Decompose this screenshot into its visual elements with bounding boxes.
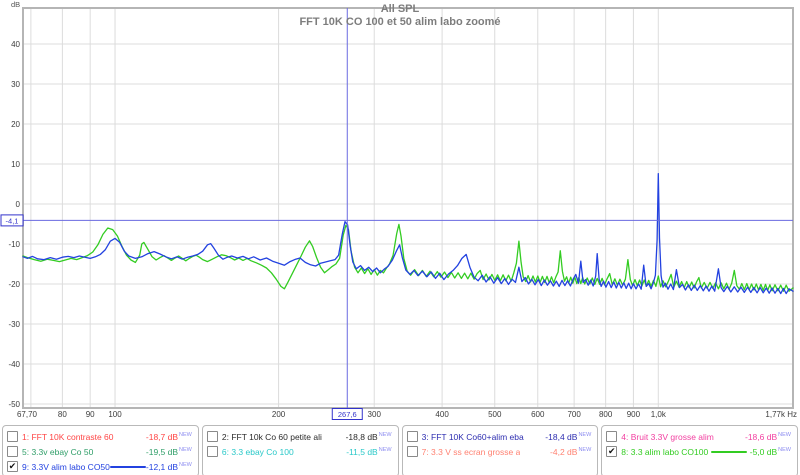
- trace-checkbox[interactable]: [406, 431, 418, 442]
- trace-label: 3: FFT 10K Co60+alim eba: [421, 431, 524, 442]
- y-tick-label: -30: [8, 320, 20, 329]
- legend-spacer: [109, 465, 146, 468]
- trace-cursor-value: -4,2 dBNEW: [550, 446, 592, 457]
- trace-cursor-value: -12,1 dBNEW: [145, 461, 192, 472]
- x-tick-label: 400: [435, 410, 449, 419]
- legend-row[interactable]: 6: 3.3 ebay Co 100 -11,5 dBNEW: [206, 444, 392, 459]
- x-tick-label: 1,0k: [651, 410, 667, 419]
- trace-label: 2: FFT 10k Co 60 petite ali: [221, 431, 322, 442]
- x-tick-label: 200: [272, 410, 286, 419]
- plot-border: [22, 7, 794, 409]
- legend-row[interactable]: ✔ 8: 3.3 alim labo CO100 -5,0 dBNEW: [606, 444, 791, 459]
- x-tick-label: 500: [488, 410, 502, 419]
- legend-row[interactable]: 5: 3.3v ebay Co 50 -19,5 dBNEW: [7, 444, 192, 459]
- trace-label: 1: FFT 10K contraste 60: [22, 431, 114, 442]
- trace-cursor-value: -11,5 dBNEW: [346, 446, 392, 457]
- cursor-freq-box: [331, 408, 363, 420]
- trace-checkbox-checked[interactable]: ✔: [606, 446, 618, 457]
- trace-label: 4: Bruit 3.3V grosse alim: [621, 431, 714, 442]
- x-tick-label: 900: [627, 410, 641, 419]
- legend-panel: 1: FFT 10K contraste 60 -18,7 dBNEW 5: 3.3…: [2, 425, 199, 475]
- trace-checkbox[interactable]: [206, 431, 218, 442]
- legend: 1: FFT 10K contraste 60 -18,7 dBNEW 5: 3.3…: [2, 425, 798, 475]
- trace-checkbox-checked[interactable]: ✔: [7, 461, 18, 472]
- legend-row[interactable]: 1: FFT 10K contraste 60 -18,7 dBNEW: [7, 429, 192, 444]
- cursor-db-box: [0, 214, 24, 227]
- x-tick-label: 100: [108, 410, 122, 419]
- legend-row[interactable]: 7: 3.3 V ss ecran grosse a -4,2 dBNEW: [406, 444, 592, 459]
- trace-checkbox[interactable]: [606, 431, 618, 442]
- cursor-db-value: -4,1: [6, 216, 19, 225]
- y-tick-label: -20: [8, 280, 20, 289]
- y-tick-label: 10: [11, 160, 20, 169]
- trace-cursor-value: -18,7 dBNEW: [145, 431, 192, 442]
- legend-row[interactable]: ✔ 9: 3.3V alim labo CO50 -12,1 dBNEW: [7, 459, 192, 474]
- trace-line-sample: [109, 465, 146, 468]
- new-badge: NEW: [578, 431, 592, 438]
- trace-checkbox[interactable]: [7, 431, 18, 442]
- x-tick-label: 90: [86, 410, 95, 419]
- y-tick-label: -40: [8, 360, 20, 369]
- x-tick-label: 800: [599, 410, 613, 419]
- trace-checkbox[interactable]: [7, 446, 18, 457]
- x-tick-label: 700: [567, 410, 581, 419]
- x-axis-end-label: 1,77k Hz: [765, 410, 797, 419]
- new-badge: NEW: [378, 431, 392, 438]
- y-tick-label: 30: [11, 80, 20, 89]
- legend-row[interactable]: 3: FFT 10K Co60+alim eba -18,4 dBNEW: [406, 429, 592, 444]
- y-tick-label: 0: [16, 200, 21, 209]
- db-axis-unit: dB: [11, 0, 21, 9]
- trace-label: 7: 3.3 V ss ecran grosse a: [421, 446, 521, 457]
- legend-spacer: [708, 450, 750, 453]
- trace-label: 5: 3.3v ebay Co 50: [22, 446, 94, 457]
- new-badge: NEW: [179, 461, 192, 468]
- legend-panel: 4: Bruit 3.3V grosse alim -18,6 dBNEW ✔ 8: …: [601, 425, 798, 475]
- trace-line-sample: [710, 450, 747, 453]
- trace-label: 9: 3.3V alim labo CO50: [22, 461, 110, 472]
- y-tick-label: 40: [11, 40, 20, 49]
- legend-row[interactable]: 2: FFT 10k Co 60 petite ali -18,8 dBNEW: [206, 429, 392, 444]
- y-tick-label: -50: [8, 400, 20, 409]
- y-tick-label: -10: [8, 240, 20, 249]
- x-tick-label: 80: [58, 410, 67, 419]
- trace-label: 8: 3.3 alim labo CO100: [621, 446, 709, 457]
- legend-row[interactable]: 4: Bruit 3.3V grosse alim -18,6 dBNEW: [606, 429, 791, 444]
- x-axis-start-label: 67,70: [17, 410, 38, 419]
- x-tick-label: 600: [531, 410, 545, 419]
- trace-blue-co50: [22, 172, 794, 295]
- trace-cursor-value: -19,5 dBNEW: [145, 446, 192, 457]
- trace-cursor-value: -5,0 dBNEW: [749, 446, 791, 457]
- cursor-freq-value: 267,6: [338, 410, 357, 419]
- new-badge: NEW: [378, 446, 392, 453]
- trace-checkbox[interactable]: [406, 446, 418, 457]
- new-badge: NEW: [578, 446, 592, 453]
- new-badge: NEW: [778, 431, 791, 438]
- x-tick-label: 300: [368, 410, 382, 419]
- trace-label: 6: 3.3 ebay Co 100: [221, 446, 294, 457]
- new-badge: NEW: [179, 431, 192, 438]
- trace-checkbox[interactable]: [206, 446, 218, 457]
- y-tick-label: 20: [11, 120, 20, 129]
- trace-cursor-value: -18,6 dBNEW: [745, 431, 791, 442]
- trace-cursor-value: -18,8 dBNEW: [345, 431, 392, 442]
- new-badge: NEW: [179, 446, 192, 453]
- trace-cursor-value: -18,4 dBNEW: [545, 431, 592, 442]
- legend-panel: 3: FFT 10K Co60+alim eba -18,4 dBNEW 7: 3.…: [401, 425, 599, 475]
- chart-panel: 40 30 20 10 0 -10 -20 -30 -40 -50 80 90 100 200 300 400…: [0, 0, 800, 424]
- legend-panel: 2: FFT 10k Co 60 petite ali -18,8 dBNEW 6:…: [201, 425, 399, 475]
- new-badge: NEW: [778, 446, 791, 453]
